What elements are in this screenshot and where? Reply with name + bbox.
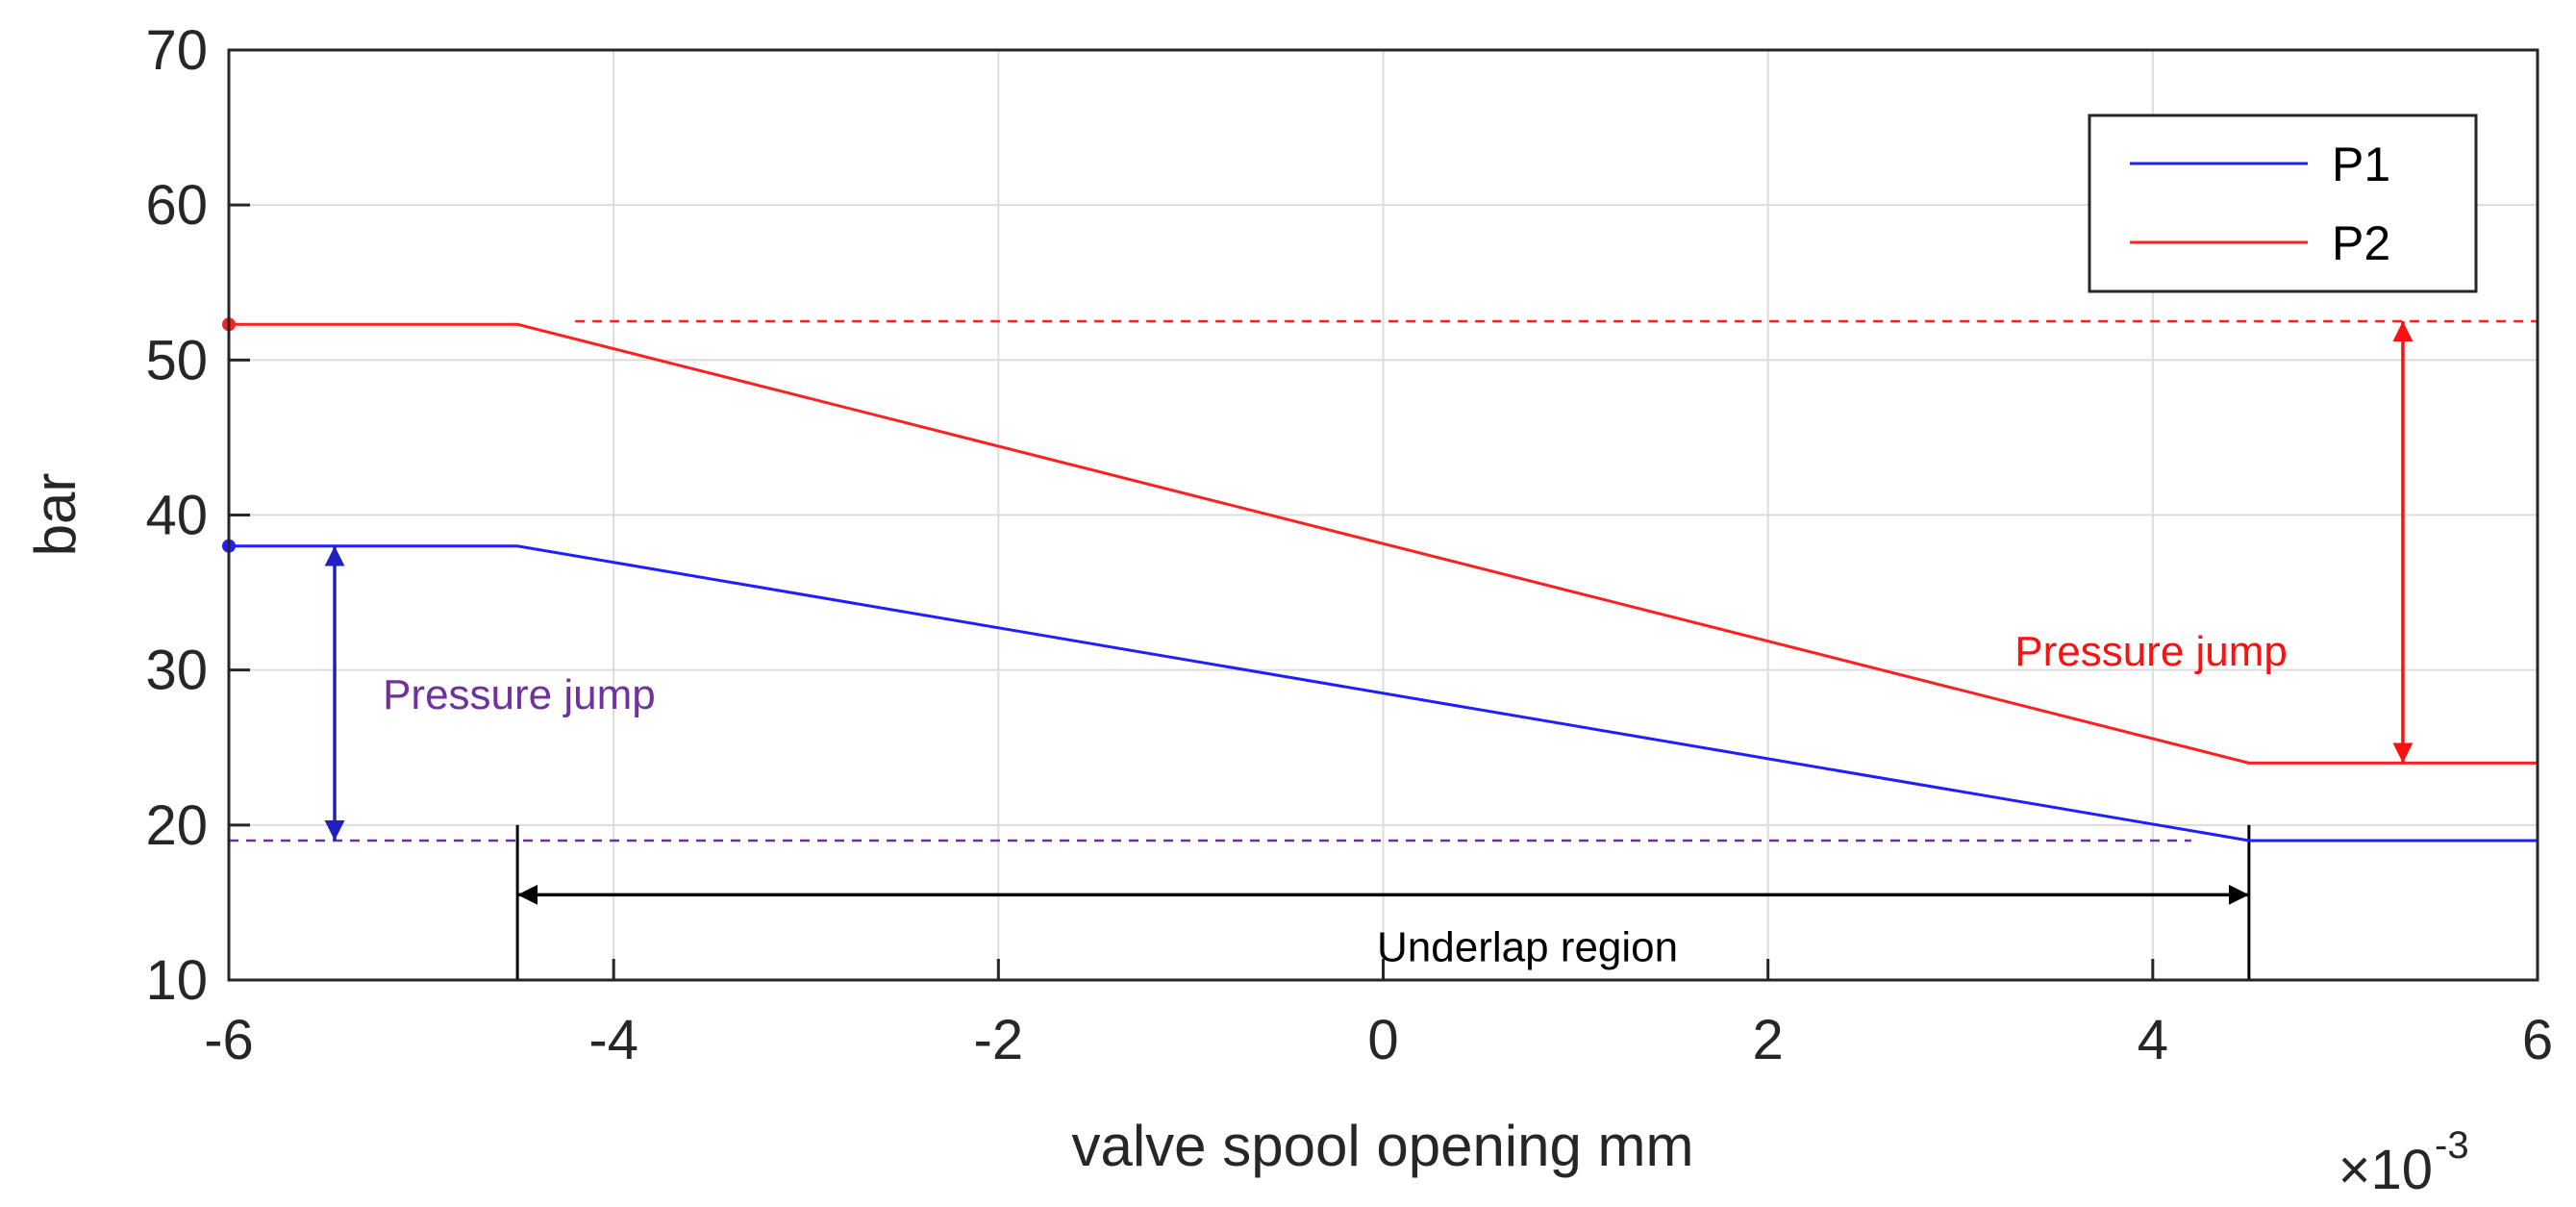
legend: P1 P2 [2088,113,2478,293]
annotation-label: Pressure jump [2014,628,2288,675]
legend-label-p2: P2 [2332,216,2390,270]
x-axis-title: valve spool opening mm [1071,1114,1693,1178]
y-tick-label: 30 [145,640,208,702]
legend-box [2088,113,2478,293]
x-tick-label: -2 [974,1009,1024,1071]
legend-label-p1: P1 [2332,138,2390,191]
annotation-label: Underlap region [1377,924,1678,971]
series-lines [222,317,2538,842]
x-tick-label: 2 [1753,1009,1784,1071]
series-line-p1 [229,544,2538,842]
x-tick-label: 4 [2138,1009,2168,1071]
x-tick-label: -4 [588,1009,638,1071]
x-tick-label: 6 [2522,1009,2553,1071]
series-line-p2 [229,322,2538,765]
y-tick-label: 10 [145,949,208,1012]
x-multiplier-exponent: -3 [2435,1124,2469,1167]
y-tick-label: 50 [145,329,208,391]
annotations: Pressure jump Pressure jump Underlap regio… [383,628,2288,971]
y-tick-label: 70 [145,19,208,82]
x-multiplier-label: ×10 [2338,1139,2433,1201]
x-tick-label: -6 [204,1009,254,1071]
x-tick-label: 0 [1367,1009,1398,1071]
y-tick-label: 60 [145,174,208,237]
y-axis-title: bar [23,473,88,557]
y-tick-label: 20 [145,794,208,857]
x-axis-ticks: -6 -4 -2 0 2 4 6 [204,959,2553,1071]
reference-lines [229,319,2538,842]
y-tick-label: 40 [145,485,208,547]
annotation-arrows [324,321,2413,905]
annotation-label: Pressure jump [383,671,656,718]
y-axis-ticks: 10 20 30 40 50 60 70 [145,19,250,1012]
